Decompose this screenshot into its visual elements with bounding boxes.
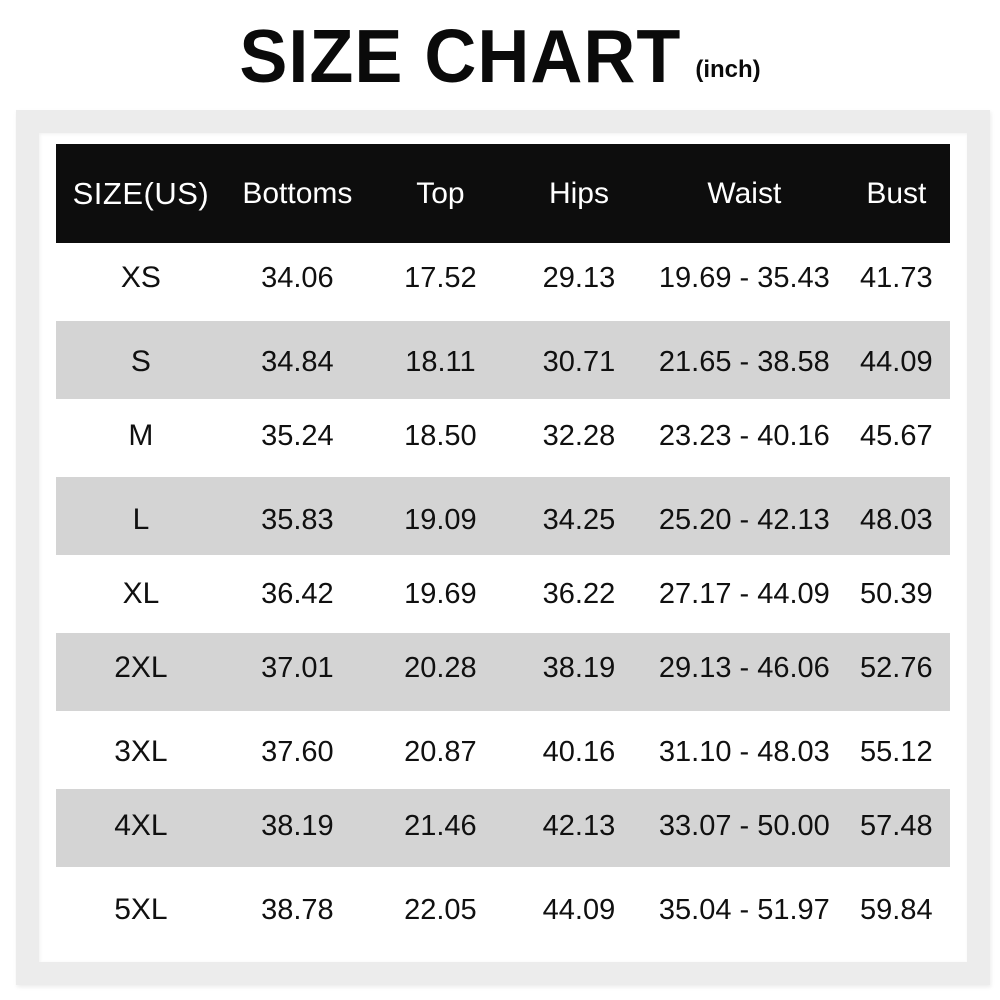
column-header-hips: Hips [548, 176, 609, 210]
measurement-cell: 45.67 [860, 419, 933, 452]
measurement-cell: 41.73 [860, 261, 933, 294]
size-label-cell: S [130, 345, 151, 378]
size-label-cell: XL [122, 577, 160, 610]
title-text: SIZE CHART [239, 15, 682, 99]
measurement-cell: 36.22 [542, 577, 616, 610]
measurement-cell: 35.83 [261, 503, 334, 536]
measurement-cell: 31.10 - 48.03 [658, 735, 830, 768]
measurement-cell: 50.39 [860, 577, 933, 610]
column-header-bust: Bust [866, 176, 927, 210]
measurement-cell: 34.25 [542, 503, 616, 536]
size-table: SIZE(US) Bottoms Top Hips Waist Bust XS 34.06 1… [56, 144, 950, 945]
column-header-top: Top [416, 176, 465, 210]
table-container: SIZE(US) Bottoms Top Hips Waist Bust XS 34.06 1… [56, 144, 950, 945]
measurement-cell: 29.13 [542, 261, 616, 294]
table-row-xs: XS 34.06 17.52 29.13 19.69 - 35.43 41.73 [56, 243, 950, 321]
table-row-2xl: 2XL 37.01 20.28 38.19 29.13 - 46.06 52.76 [56, 633, 950, 711]
measurement-cell: 33.07 - 50.00 [658, 809, 830, 842]
measurement-cell: 19.09 [404, 503, 477, 536]
size-label-cell: 4XL [114, 809, 168, 842]
measurement-cell: 22.05 [404, 893, 477, 926]
table-row-3xl: 3XL 37.60 20.87 40.16 31.10 - 48.03 55.12 [56, 711, 950, 789]
measurement-cell: 48.03 [860, 503, 933, 536]
measurement-cell: 35.24 [261, 419, 334, 452]
measurement-cell: 23.23 - 40.16 [658, 419, 830, 452]
size-label-cell: L [132, 503, 150, 536]
measurement-cell: 59.84 [860, 893, 933, 926]
measurement-cell: 34.06 [261, 261, 334, 294]
table-row-xl: XL 36.42 19.69 36.22 27.17 - 44.09 50.39 [56, 555, 950, 633]
measurement-cell: 40.16 [542, 735, 616, 768]
measurement-cell: 36.42 [261, 577, 334, 610]
table-row-l: L 35.83 19.09 34.25 25.20 - 42.13 48.03 [56, 477, 950, 555]
measurement-cell: 17.52 [404, 261, 477, 294]
size-label-cell: 2XL [114, 651, 168, 684]
header-row: SIZE(US) Bottoms Top Hips Waist Bust [56, 144, 950, 243]
measurement-cell: 44.09 [860, 345, 933, 378]
measurement-cell: 57.48 [860, 809, 933, 842]
measurement-cell: 42.13 [542, 809, 616, 842]
table-row-5xl: 5XL 38.78 22.05 44.09 35.04 - 51.97 59.84 [56, 867, 950, 945]
measurement-cell: 18.50 [404, 419, 477, 452]
table-row-m: M 35.24 18.50 32.28 23.23 - 40.16 45.67 [56, 399, 950, 477]
measurement-cell: 21.46 [404, 809, 477, 842]
size-label-cell: 5XL [114, 893, 168, 926]
column-header-bottoms: Bottoms [242, 176, 353, 210]
measurement-cell: 20.87 [404, 735, 477, 768]
measurement-cell: 27.17 - 44.09 [658, 577, 830, 610]
measurement-cell: 21.65 - 38.58 [658, 345, 830, 378]
measurement-cell: 25.20 - 42.13 [658, 503, 830, 536]
size-label-cell: XS [120, 261, 161, 294]
size-label-cell: M [128, 419, 154, 452]
measurement-cell: 37.01 [261, 651, 334, 684]
column-header-waist: Waist [707, 176, 782, 210]
measurement-cell: 38.19 [542, 651, 616, 684]
measurement-cell: 35.04 - 51.97 [658, 893, 830, 926]
measurement-cell: 30.71 [542, 345, 616, 378]
measurement-cell: 19.69 - 35.43 [658, 261, 830, 294]
measurement-cell: 18.11 [405, 345, 476, 378]
measurement-cell: 52.76 [860, 651, 933, 684]
measurement-cell: 20.28 [404, 651, 477, 684]
title-unit: (inch) [695, 56, 761, 83]
measurement-cell: 44.09 [542, 893, 616, 926]
measurement-cell: 55.12 [860, 735, 933, 768]
measurement-cell: 38.78 [261, 893, 334, 926]
table-frame: SIZE(US) Bottoms Top Hips Waist Bust XS 34.06 1… [16, 110, 990, 985]
table-row-s: S 34.84 18.11 30.71 21.65 - 38.58 44.09 [56, 321, 950, 399]
measurement-cell: 38.19 [261, 809, 334, 842]
table-row-4xl: 4XL 38.19 21.46 42.13 33.07 - 50.00 57.48 [56, 789, 950, 867]
page-title: SIZE CHART (inch) [0, 15, 1000, 106]
column-header-sizeus: SIZE(US) [72, 175, 210, 211]
measurement-cell: 19.69 [404, 577, 477, 610]
size-label-cell: 3XL [114, 735, 168, 768]
measurement-cell: 29.13 - 46.06 [658, 651, 830, 684]
measurement-cell: 34.84 [261, 345, 334, 378]
table-body: XS 34.06 17.52 29.13 19.69 - 35.43 41.73 S 34.8… [56, 243, 950, 945]
measurement-cell: 32.28 [542, 419, 616, 452]
measurement-cell: 37.60 [261, 735, 334, 768]
